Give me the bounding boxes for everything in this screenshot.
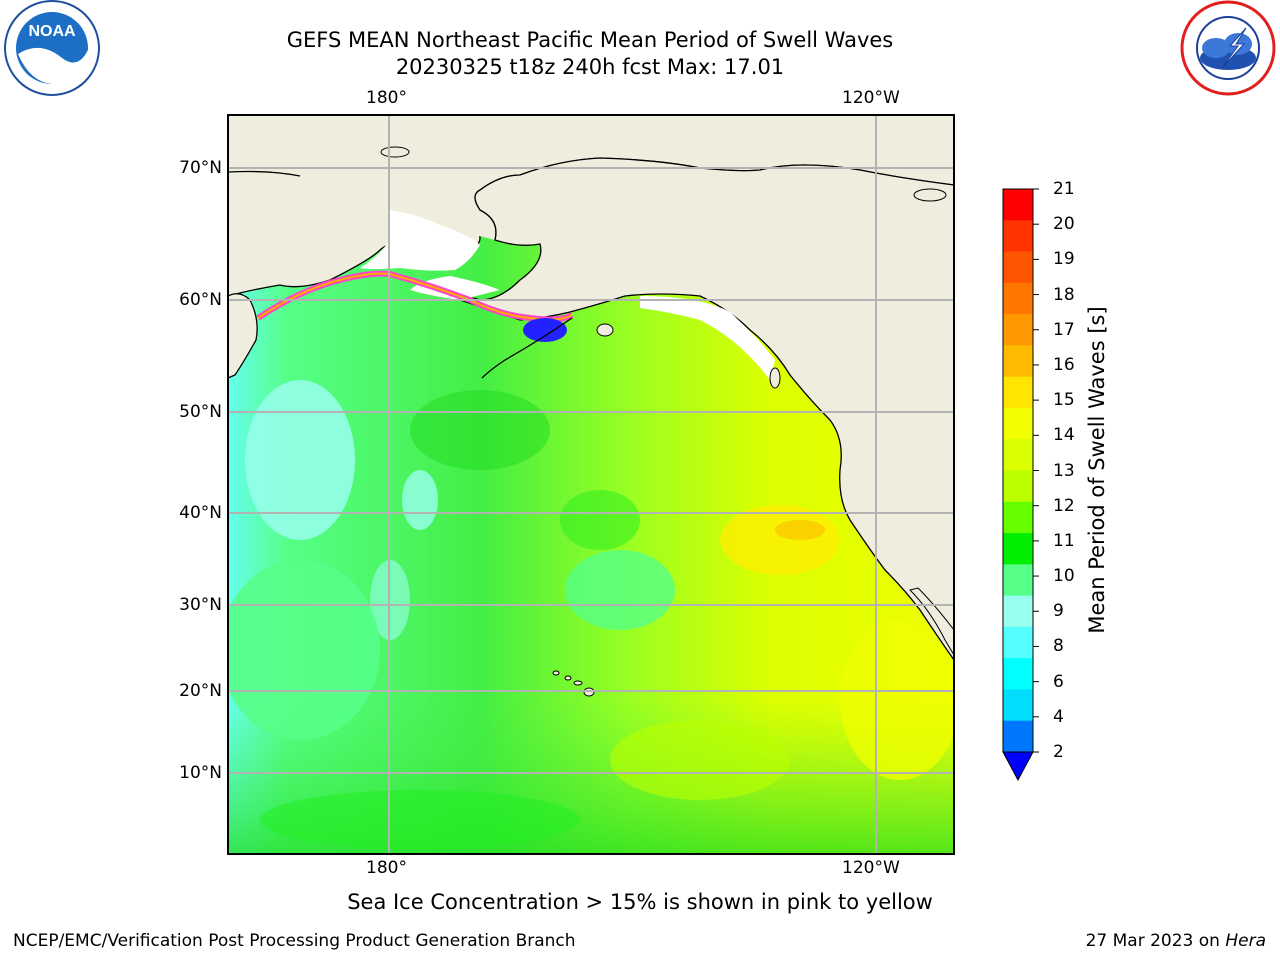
colorbar-tick-label: 9 [1053,601,1064,622]
nws-logo [1180,0,1276,96]
top-tick-180: 180° [366,88,407,108]
colorbar-tick-label: 4 [1053,706,1064,727]
colorbar-tick-label: 13 [1053,460,1075,481]
colorbar-segment [1003,220,1033,253]
colorbar-tick-label: 17 [1053,319,1075,340]
colorbar-tick-label: 21 [1053,179,1075,199]
lat-tick-50: 50°N [179,402,222,422]
colorbar [1002,188,1039,782]
footer-date: 27 Mar 2023 on Hera [1086,931,1266,951]
lat-tick-70: 70°N [179,158,222,178]
colorbar-segment [1003,376,1033,409]
colorbar-tick-label: 18 [1053,284,1075,305]
colorbar-label: Mean Period of Swell Waves [s] [1085,306,1109,634]
colorbar-segment [1003,282,1033,315]
colorbar-tick-label: 14 [1053,425,1075,446]
colorbar-tick-label: 16 [1053,354,1075,375]
colorbar-segment [1003,658,1033,690]
lat-tick-20: 20°N [179,681,222,701]
chart-title: GEFS MEAN Northeast Pacific Mean Period … [286,28,894,52]
footer-credit: NCEP/EMC/Verification Post Processing Pr… [13,931,576,951]
colorbar-segment [1003,689,1033,722]
lat-tick-40: 40°N [179,503,222,523]
colorbar-tick-label: 19 [1053,249,1075,270]
colorbar-tick-label: 2 [1053,742,1064,762]
footer-date-text: 27 Mar 2023 on [1085,931,1220,951]
colorbar-segment [1003,720,1033,753]
colorbar-tick-label: 20 [1053,214,1075,235]
chart-subtitle: 20230325 t18z 240h fcst Max: 17.01 [395,55,785,79]
colorbar-segment [1003,345,1033,378]
sea-ice-note: Sea Ice Concentration > 15% is shown in … [347,890,933,914]
svg-text:NOAA: NOAA [28,23,76,40]
colorbar-segment [1003,407,1033,440]
colorbar-tick-label: 8 [1053,636,1064,657]
colorbar-segment [1003,314,1033,346]
lat-tick-60: 60°N [179,290,222,310]
colorbar-segment [1003,564,1033,597]
colorbar-tick-label: 10 [1053,566,1075,587]
colorbar-segment [1003,189,1033,221]
lat-tick-10: 10°N [179,763,222,783]
graticule [228,115,954,854]
colorbar-segment [1003,533,1033,565]
colorbar-segment [1003,595,1033,628]
colorbar-tick-label: 6 [1053,671,1064,692]
colorbar-segment [1003,251,1033,284]
top-tick-120w: 120°W [842,88,900,108]
colorbar-tick-label: 15 [1053,390,1075,411]
lat-tick-30: 30°N [179,595,222,615]
map-panel [228,115,954,854]
colorbar-segment [1003,439,1033,471]
bottom-tick-180: 180° [366,858,407,878]
colorbar-tick-label: 11 [1053,530,1075,551]
bottom-tick-120w: 120°W [842,858,900,878]
colorbar-segment [1003,626,1033,659]
colorbar-segment [1003,470,1033,503]
noaa-logo: NOAA [4,0,100,96]
colorbar-segment [1003,501,1033,534]
map-frame [227,114,955,855]
colorbar-extend-triangle [1002,751,1034,782]
colorbar-tick-label: 12 [1053,495,1075,516]
footer-host: Hera [1225,931,1266,951]
